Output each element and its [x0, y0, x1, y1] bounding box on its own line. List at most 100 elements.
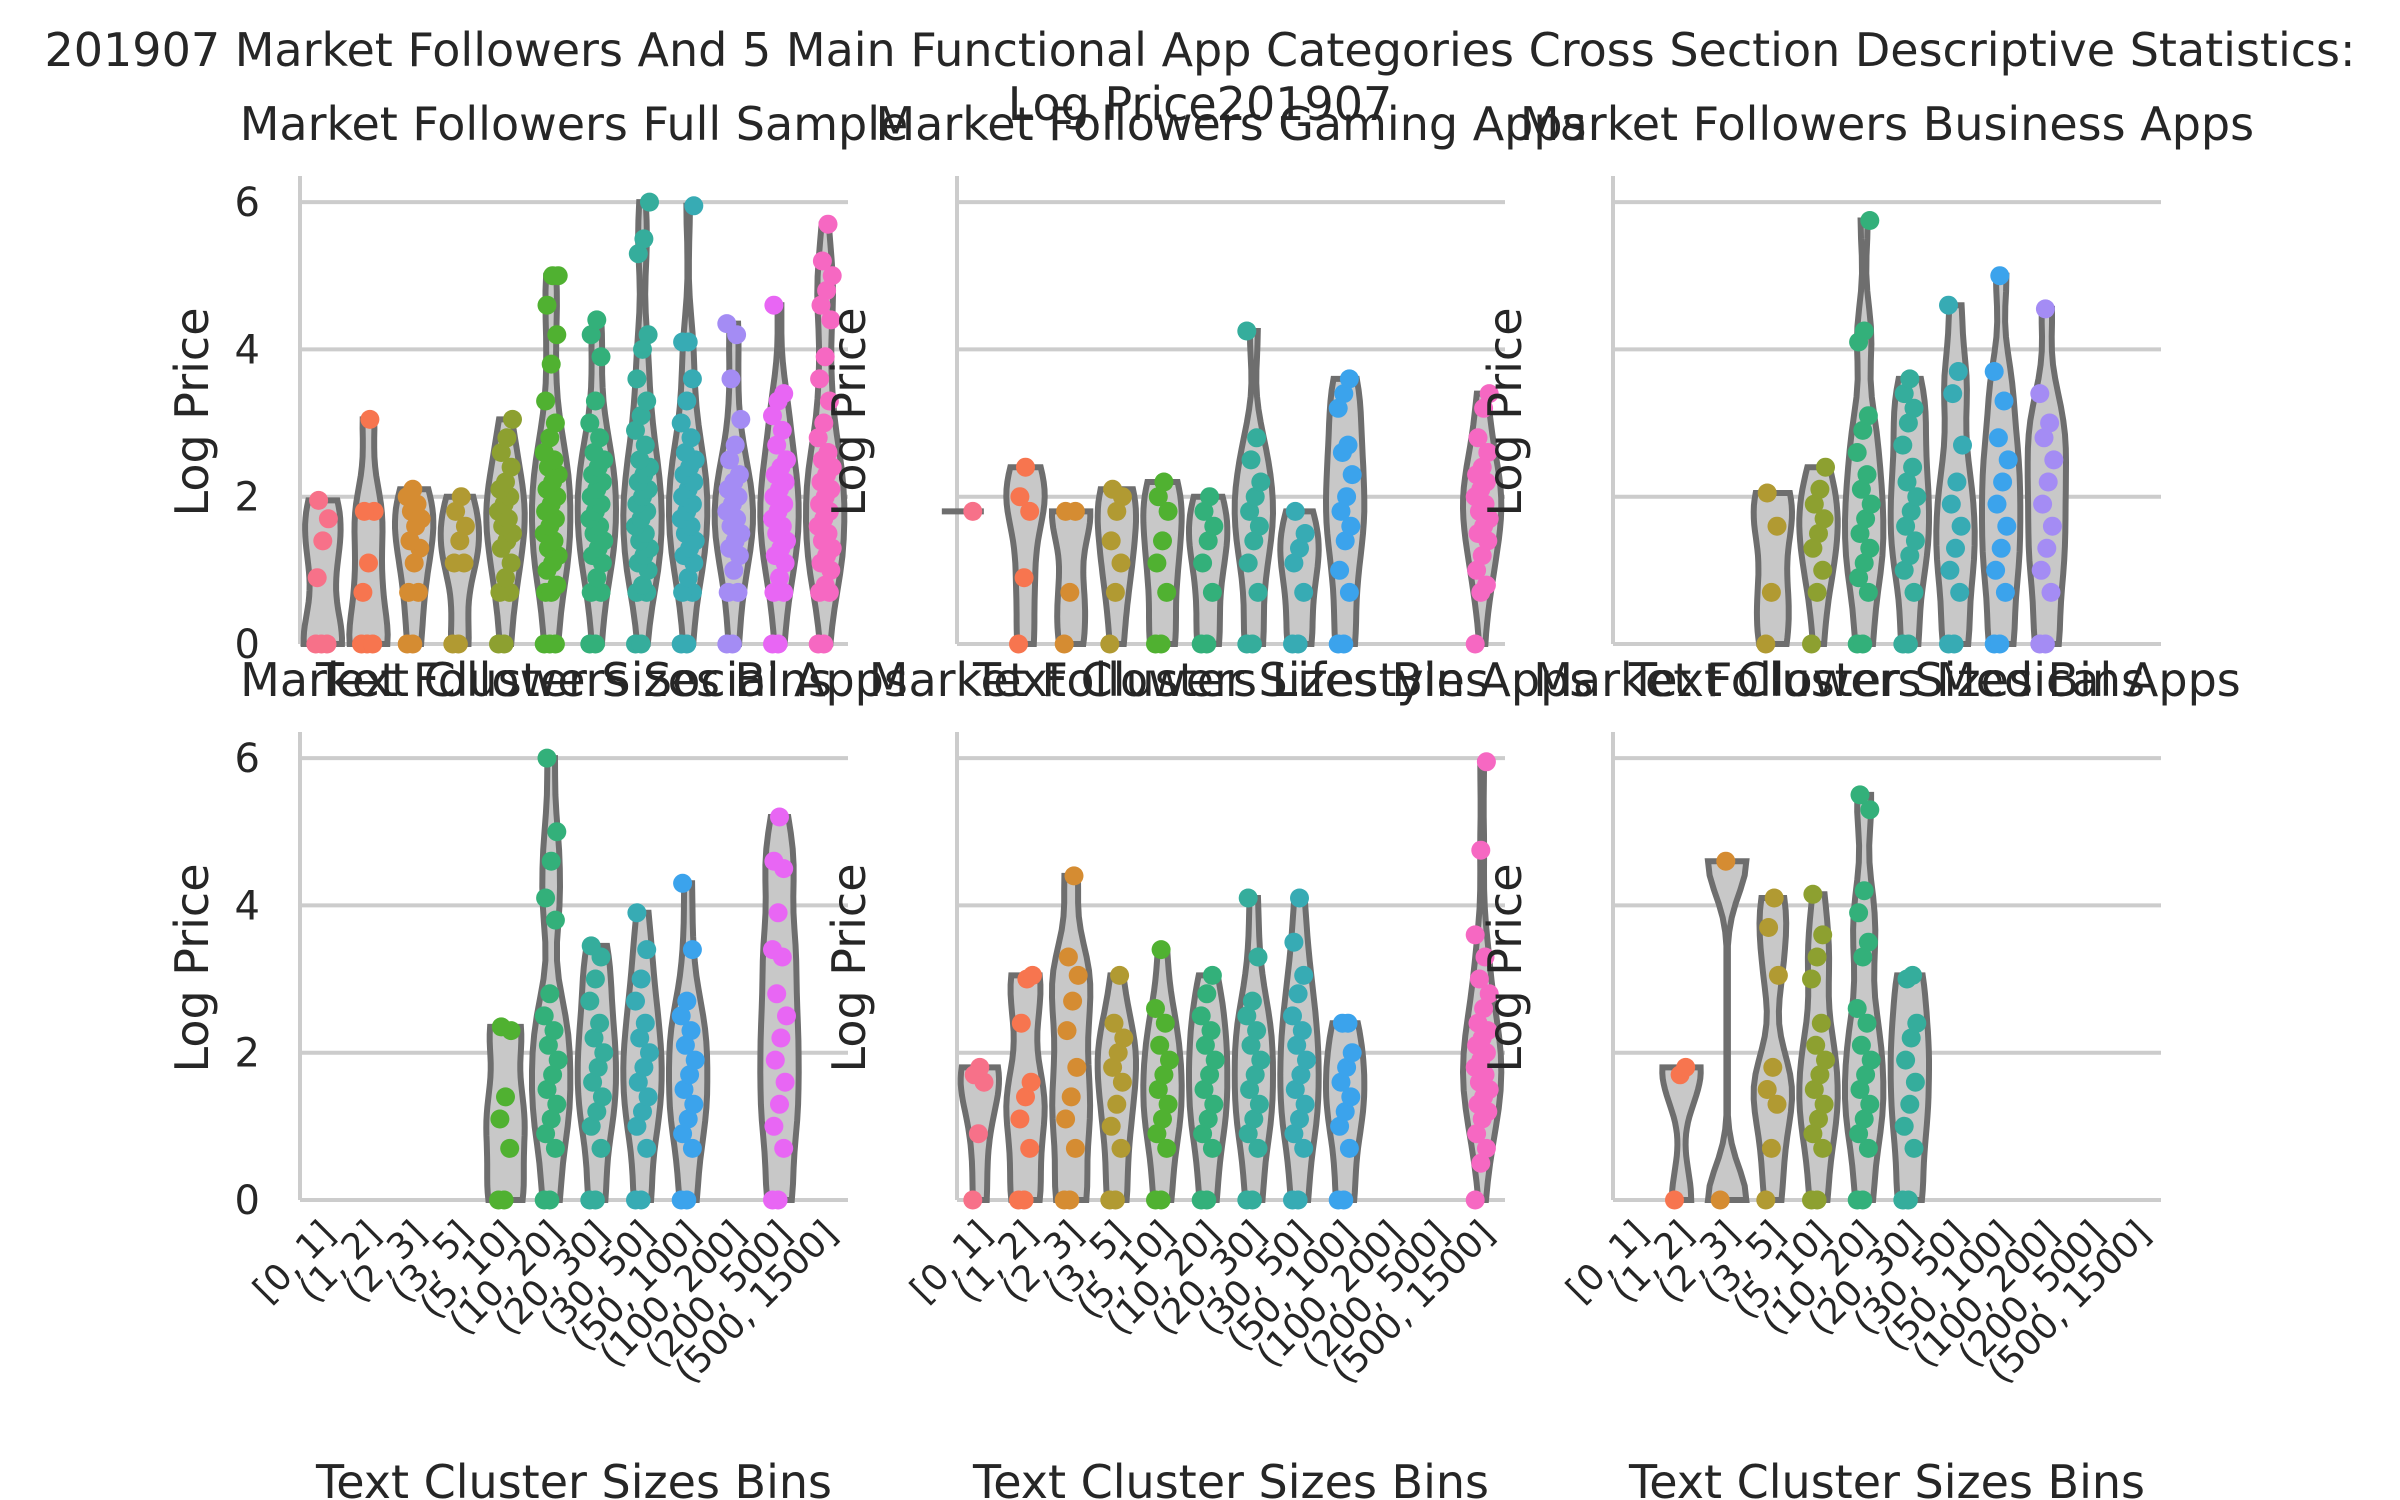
data-point — [1997, 516, 2017, 536]
data-point — [768, 903, 788, 923]
data-point — [1990, 266, 2010, 286]
data-point — [630, 450, 650, 470]
data-point — [1994, 391, 2014, 411]
data-point — [544, 1021, 564, 1041]
data-point — [1900, 1094, 1920, 1114]
data-point — [536, 391, 556, 411]
data-point — [1337, 487, 1357, 507]
data-point — [1194, 1080, 1214, 1099]
data-point — [541, 851, 561, 871]
data-point — [633, 1102, 652, 1122]
data-point — [763, 406, 782, 426]
data-point — [2042, 516, 2062, 536]
data-point — [2033, 494, 2053, 514]
data-point — [681, 428, 701, 448]
data-point — [717, 314, 737, 334]
series-(5, 10] — [1796, 884, 1841, 1210]
y-tick-label: 2 — [235, 475, 260, 521]
series-(500, 1500] — [1459, 752, 1505, 1210]
x-axis-label: Text Cluster Sizes Bins — [315, 1455, 832, 1500]
data-point — [1987, 494, 2007, 514]
data-point — [729, 465, 749, 485]
data-point — [1756, 1190, 1776, 1210]
series-(20, 30] — [574, 310, 620, 654]
data-point — [1251, 472, 1271, 492]
data-point — [1242, 1190, 1262, 1210]
data-point — [538, 1035, 558, 1055]
data-point — [1665, 1190, 1684, 1210]
data-point — [1202, 582, 1222, 602]
data-point — [1294, 582, 1314, 602]
series-(5, 10] — [483, 409, 528, 654]
data-point — [1469, 969, 1489, 989]
data-point — [1153, 531, 1172, 551]
data-point — [631, 1190, 651, 1210]
data-point — [1290, 888, 1309, 908]
data-point — [584, 1028, 604, 1048]
data-point — [1893, 435, 1913, 455]
data-point — [1948, 362, 1968, 381]
data-point — [1905, 1072, 1925, 1092]
data-point — [1337, 1057, 1357, 1077]
data-point — [1803, 538, 1823, 558]
data-point — [1894, 384, 1914, 404]
data-point — [581, 325, 601, 345]
data-point — [671, 1006, 691, 1026]
data-point — [1011, 1013, 1031, 1033]
data-point — [1010, 1109, 1030, 1129]
data-point — [2038, 472, 2058, 492]
data-point — [1851, 479, 1871, 499]
data-point — [1111, 553, 1131, 573]
data-point — [1898, 1190, 1918, 1210]
data-point — [1295, 1094, 1315, 1114]
data-point — [626, 420, 645, 440]
data-point — [774, 1138, 794, 1158]
data-point — [1897, 472, 1917, 492]
panel-title: Market Followers Lifestyle Apps — [869, 653, 1594, 707]
data-point — [1339, 1138, 1359, 1158]
data-point — [534, 1006, 554, 1026]
data-point — [764, 582, 784, 602]
data-point — [815, 575, 835, 595]
data-point — [1858, 1138, 1878, 1158]
violin — [1659, 1064, 1704, 1203]
data-point — [1288, 634, 1308, 654]
data-point — [1237, 1006, 1257, 1026]
data-point — [1238, 553, 1258, 573]
series-(50, 100] — [1323, 1013, 1368, 1210]
y-tick-label: 4 — [235, 327, 260, 373]
x-axis-label: Text Cluster Sizes Bins — [1628, 1455, 2145, 1500]
data-point — [1160, 1050, 1179, 1070]
data-point — [1998, 450, 2018, 470]
data-point — [638, 325, 658, 345]
data-point — [768, 1190, 788, 1210]
series-(3, 5] — [437, 487, 483, 654]
data-point — [490, 1109, 510, 1129]
data-point — [1112, 1072, 1132, 1092]
data-point — [1807, 582, 1827, 602]
data-point — [721, 369, 741, 389]
data-point — [1284, 1124, 1304, 1144]
data-point — [818, 443, 838, 462]
data-point — [1158, 501, 1178, 521]
data-point — [1471, 1153, 1491, 1173]
data-point — [1154, 472, 1174, 492]
series-(2, 3] — [392, 479, 437, 654]
data-point — [1856, 1065, 1876, 1085]
data-point — [1953, 435, 1972, 455]
series-(30, 50] — [1277, 888, 1322, 1210]
data-point — [1474, 398, 1494, 418]
data-point — [537, 748, 557, 768]
series-(5, 10] — [1796, 457, 1841, 654]
data-point — [537, 295, 557, 315]
y-tick-label: 0 — [235, 1178, 260, 1224]
series-(2, 3] — [1048, 866, 1094, 1210]
data-point — [763, 940, 782, 960]
data-point — [451, 487, 471, 507]
series-(5, 10] — [1140, 472, 1185, 654]
data-point — [548, 266, 568, 286]
data-point — [1101, 531, 1121, 551]
data-point — [1020, 1138, 1040, 1158]
data-point — [814, 413, 834, 433]
data-point — [399, 582, 419, 602]
